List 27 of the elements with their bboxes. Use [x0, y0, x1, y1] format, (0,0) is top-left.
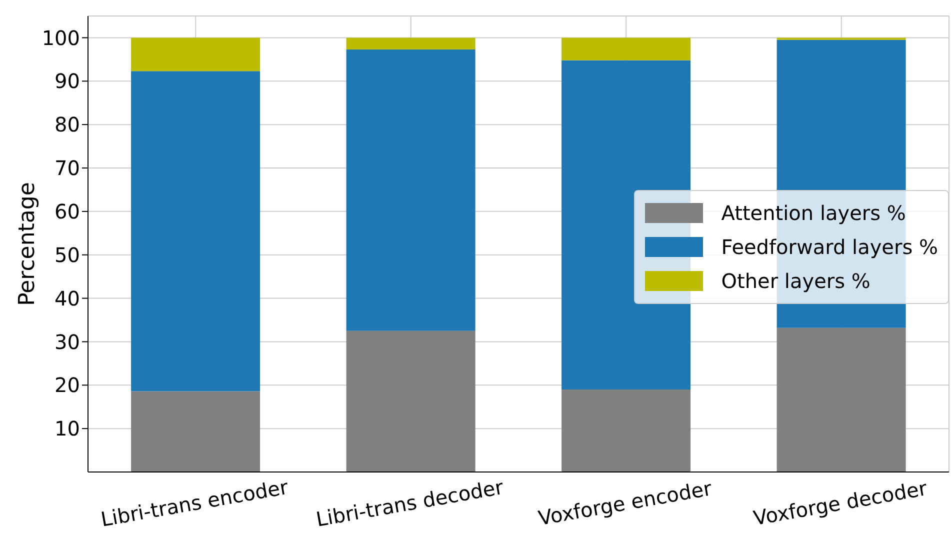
- bar: [131, 38, 260, 72]
- y-tick-label: 100: [42, 26, 80, 50]
- y-tick-label: 70: [54, 156, 80, 180]
- bar: [346, 49, 476, 331]
- x-tick-label: Libri-trans decoder: [314, 474, 506, 532]
- y-tick-label: 30: [54, 330, 80, 354]
- bar: [131, 71, 260, 392]
- y-axis-title: Percentage: [14, 182, 40, 306]
- legend-label: Attention layers %: [721, 201, 906, 225]
- y-tick-label: 10: [54, 416, 80, 441]
- bar: [562, 389, 691, 472]
- y-tick-label: 50: [54, 242, 80, 267]
- bar: [131, 391, 260, 472]
- bar: [562, 38, 691, 60]
- y-tick-label: 80: [54, 112, 80, 137]
- y-tick-label: 60: [54, 200, 80, 224]
- legend-label: Other layers %: [721, 269, 870, 293]
- x-tick-label: Libri-trans encoder: [98, 474, 291, 532]
- bar: [346, 330, 476, 472]
- legend-label: Feedforward layers %: [721, 235, 938, 259]
- bar: [776, 328, 906, 472]
- x-tick-label: Voxforge encoder: [536, 476, 714, 530]
- x-tick-label: Voxforge decoder: [752, 476, 930, 530]
- y-tick-label: 40: [54, 286, 80, 310]
- y-tick-label: 20: [54, 373, 80, 398]
- bar: [346, 38, 476, 50]
- y-tick-label: 90: [54, 69, 80, 94]
